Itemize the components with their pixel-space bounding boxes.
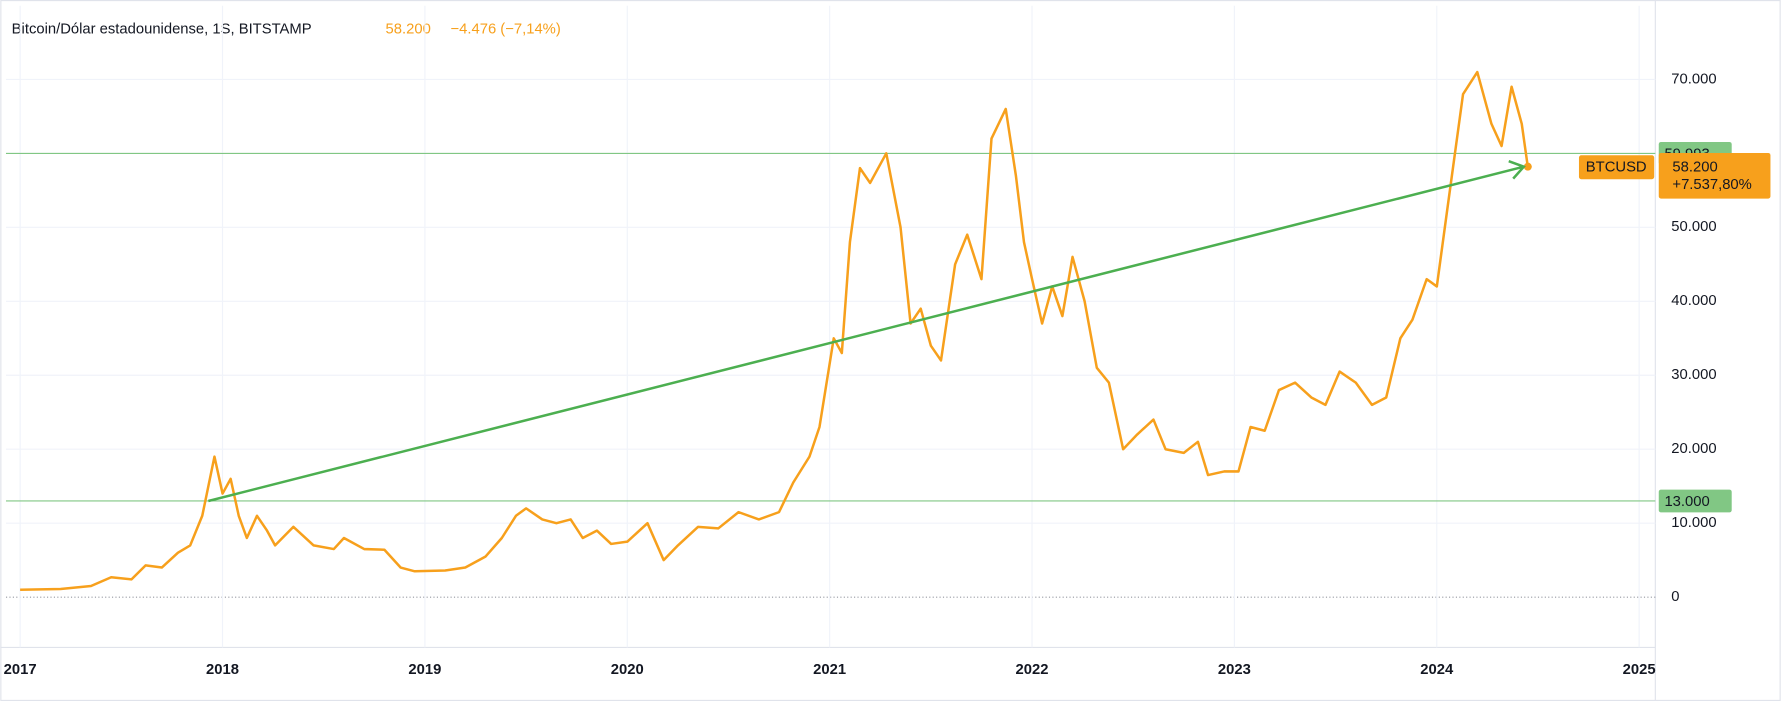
x-tick-label: 2025 <box>1623 662 1656 678</box>
last-point <box>1523 162 1532 171</box>
y-tick-label: 10.000 <box>1671 515 1716 531</box>
x-tick-label: 2023 <box>1218 662 1251 678</box>
x-tick-label: 2021 <box>813 662 846 678</box>
trend-arrow <box>208 165 1525 503</box>
price-tag-change: +7.537,80% <box>1672 177 1751 193</box>
series-name-tag <box>1578 155 1655 180</box>
x-tick-label: 2020 <box>611 662 644 678</box>
y-tick-label: 0 <box>1671 589 1679 605</box>
chart-title: Bitcoin/Dólar estadounidense, 1S, BITSTA… <box>12 22 312 38</box>
y-tick-label: 70.000 <box>1671 71 1716 87</box>
horizontal-line-tag <box>1658 489 1732 513</box>
x-tick-label: 2018 <box>206 662 239 678</box>
arrow-head <box>1508 159 1526 180</box>
x-tick-label: 2017 <box>4 662 37 678</box>
x-tick-label: 2022 <box>1016 662 1049 678</box>
y-tick-label: 30.000 <box>1671 367 1716 383</box>
price-tag <box>1658 152 1771 199</box>
y-tick-label: 50.000 <box>1671 219 1716 235</box>
x-tick-label: 2024 <box>1420 662 1454 678</box>
price-tag-value: 58.200 <box>1672 160 1717 176</box>
y-tick-label: 20.000 <box>1671 441 1716 457</box>
y-tick-label: 40.000 <box>1671 293 1716 309</box>
x-tick-label: 2019 <box>408 662 441 678</box>
price-line <box>20 70 1530 592</box>
price-change: −4.476 (−7,14%) <box>451 22 561 38</box>
last-price: 58.200 <box>386 22 431 38</box>
series-name: BTCUSD <box>1586 160 1647 176</box>
horizontal-line-label: 13.000 <box>1664 494 1709 510</box>
